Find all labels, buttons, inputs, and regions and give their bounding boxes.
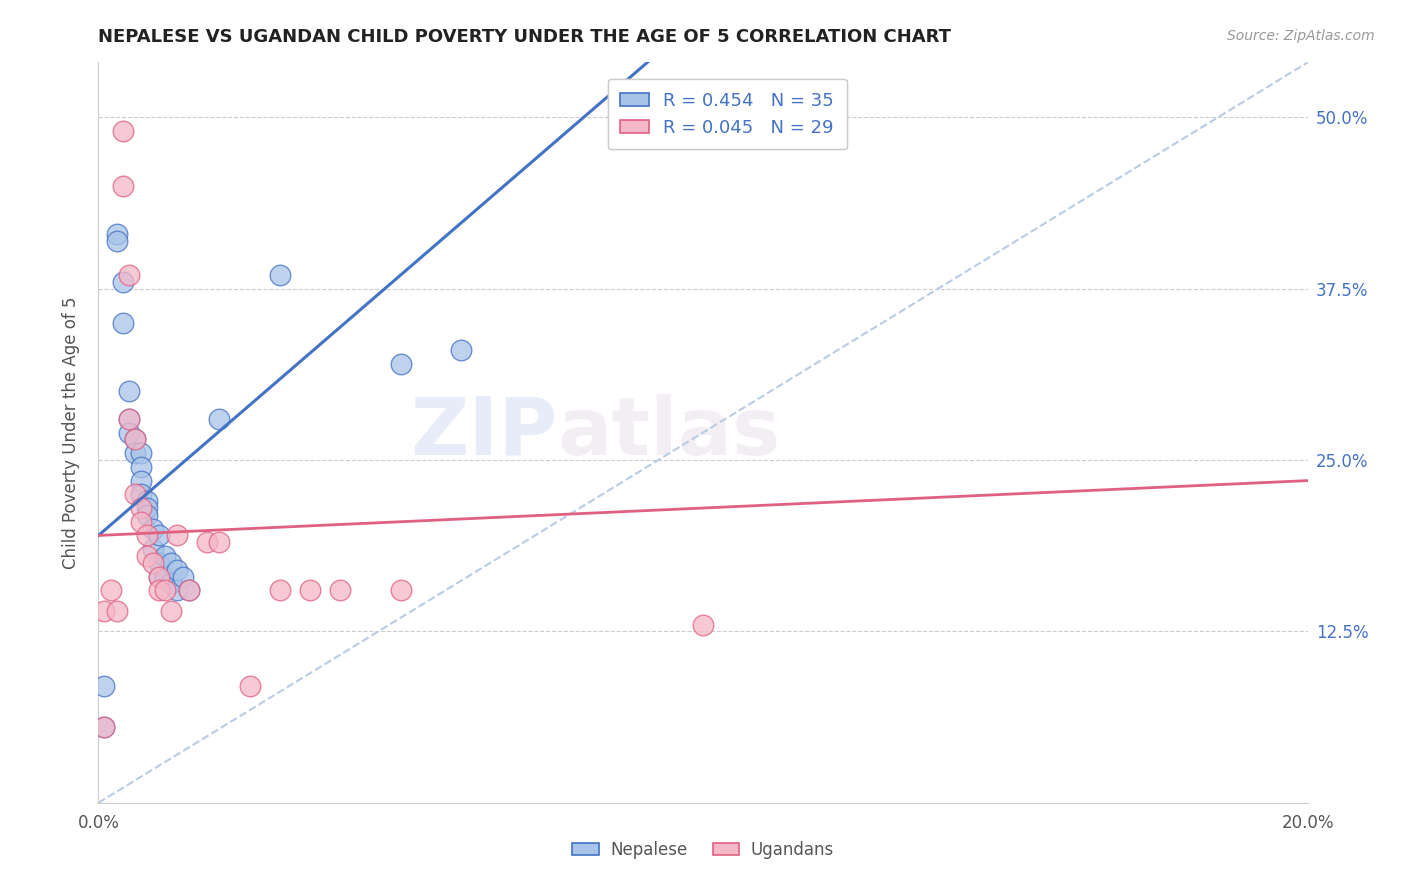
Point	[142, 556, 165, 570]
Point	[93, 679, 115, 693]
Point	[166, 583, 188, 598]
Point	[208, 412, 231, 426]
Point	[105, 234, 128, 248]
Point	[148, 528, 170, 542]
Point	[100, 583, 122, 598]
Point	[105, 227, 128, 241]
Point	[389, 357, 412, 371]
Point	[135, 549, 157, 563]
Point	[179, 583, 201, 598]
Text: Source: ZipAtlas.com: Source: ZipAtlas.com	[1227, 29, 1375, 43]
Legend: R = 0.454   N = 35, R = 0.045   N = 29: R = 0.454 N = 35, R = 0.045 N = 29	[607, 78, 846, 149]
Point	[93, 604, 115, 618]
Point	[118, 412, 141, 426]
Point	[129, 446, 152, 460]
Point	[160, 556, 183, 570]
Point	[148, 569, 170, 583]
Point	[111, 275, 134, 289]
Text: NEPALESE VS UGANDAN CHILD POVERTY UNDER THE AGE OF 5 CORRELATION CHART: NEPALESE VS UGANDAN CHILD POVERTY UNDER …	[98, 28, 952, 45]
Point	[389, 583, 412, 598]
Point	[111, 178, 134, 193]
Point	[135, 508, 157, 522]
Point	[93, 720, 115, 734]
Text: atlas: atlas	[558, 393, 780, 472]
Point	[129, 487, 152, 501]
Point	[166, 528, 188, 542]
Text: ZIP: ZIP	[411, 393, 558, 472]
Point	[142, 522, 165, 536]
Point	[129, 474, 152, 488]
Point	[118, 384, 141, 399]
Point	[93, 720, 115, 734]
Point	[153, 569, 176, 583]
Point	[124, 433, 146, 447]
Point	[118, 425, 141, 440]
Point	[329, 583, 352, 598]
Point	[105, 604, 128, 618]
Point	[135, 528, 157, 542]
Y-axis label: Child Poverty Under the Age of 5: Child Poverty Under the Age of 5	[62, 296, 80, 569]
Point	[269, 583, 291, 598]
Point	[172, 569, 194, 583]
Point	[135, 494, 157, 508]
Point	[179, 583, 201, 598]
Point	[111, 316, 134, 330]
Legend: Nepalese, Ugandans: Nepalese, Ugandans	[565, 835, 841, 866]
Point	[208, 535, 231, 549]
Point	[135, 501, 157, 516]
Point	[153, 549, 176, 563]
Point	[111, 124, 134, 138]
Point	[124, 433, 146, 447]
Point	[153, 583, 176, 598]
Point	[129, 459, 152, 474]
Point	[129, 501, 152, 516]
Point	[148, 583, 170, 598]
Point	[148, 569, 170, 583]
Point	[195, 535, 218, 549]
Point	[118, 412, 141, 426]
Point	[299, 583, 322, 598]
Point	[148, 556, 170, 570]
Point	[692, 617, 714, 632]
Point	[160, 576, 183, 591]
Point	[124, 446, 146, 460]
Point	[160, 604, 183, 618]
Point	[118, 268, 141, 282]
Point	[129, 515, 152, 529]
Point	[450, 343, 472, 358]
Point	[142, 542, 165, 557]
Point	[269, 268, 291, 282]
Point	[124, 487, 146, 501]
Point	[166, 563, 188, 577]
Point	[239, 679, 262, 693]
